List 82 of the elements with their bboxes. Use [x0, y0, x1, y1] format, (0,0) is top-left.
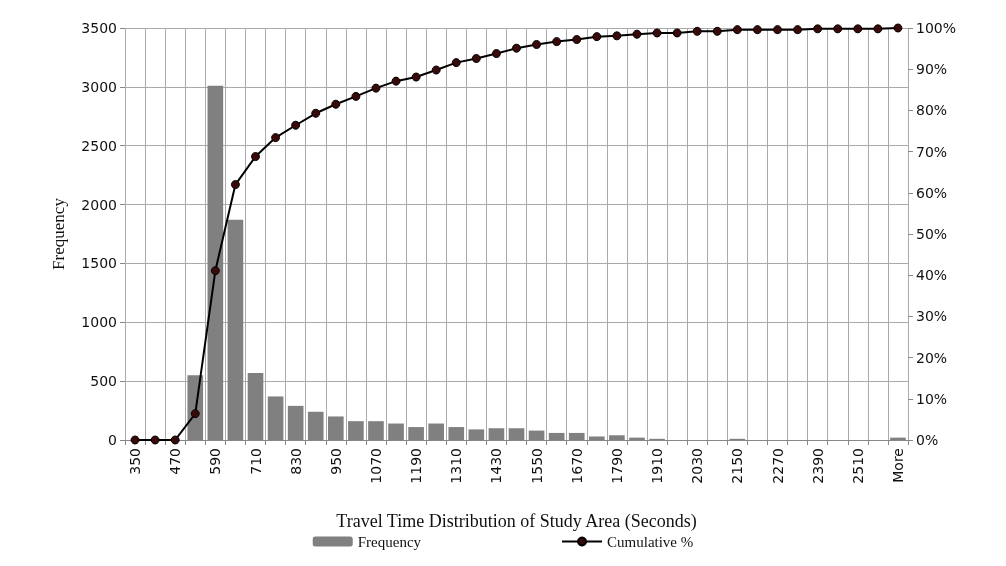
point	[592, 32, 602, 42]
y-tick-label: 0	[108, 432, 117, 448]
point	[793, 25, 803, 35]
point	[491, 49, 501, 59]
x-tick-label: 350	[127, 448, 144, 475]
point	[712, 26, 722, 36]
point	[271, 133, 281, 143]
point	[612, 31, 622, 41]
point	[351, 91, 361, 101]
y-tick-label: 2500	[81, 137, 117, 154]
point	[170, 435, 180, 445]
x-tick-label: 2390	[809, 448, 826, 484]
x-tick-label: 1790	[608, 448, 625, 484]
y2-tick-label: 100%	[916, 20, 957, 36]
point	[150, 435, 160, 445]
point	[371, 83, 381, 93]
point	[532, 39, 542, 49]
x-tick-label: 1070	[367, 448, 384, 484]
point	[732, 25, 742, 35]
y2-tick-label: 50%	[916, 226, 948, 242]
y2-tick-label: 20%	[916, 349, 948, 366]
x-tick-label: More	[889, 448, 906, 483]
point	[391, 76, 401, 86]
x-tick-label: 710	[247, 448, 264, 475]
y2-tick-label: 60%	[916, 184, 948, 201]
point	[471, 53, 481, 63]
y2-tick-label: 0%	[916, 432, 939, 448]
point	[431, 65, 441, 75]
y2-tick-label: 70%	[916, 143, 948, 160]
point	[552, 37, 562, 47]
point	[411, 72, 421, 82]
point	[692, 26, 702, 36]
legend-label: Frequency	[357, 533, 422, 550]
point	[291, 120, 301, 130]
x-tick-label: 1670	[568, 448, 585, 484]
x-tick-label: 1310	[448, 448, 465, 484]
y-axis-title: Frequency	[49, 197, 68, 270]
x-tick-label: 2150	[729, 448, 746, 484]
y-tick-label: 1000	[81, 314, 117, 331]
x-tick-label: 950	[327, 448, 344, 475]
x-tick-label: 2510	[849, 448, 866, 484]
x-tick-label: 590	[207, 448, 224, 475]
point	[873, 24, 883, 34]
y-tick-label: 3000	[81, 78, 117, 95]
point	[311, 108, 321, 118]
y2-tick-label: 40%	[916, 267, 948, 284]
legend-label: Cumulative %	[607, 533, 694, 550]
point	[773, 25, 782, 35]
x-tick-label: 1550	[528, 448, 545, 484]
x-tick-label: 1190	[408, 448, 425, 484]
x-tick-label: 1430	[488, 448, 505, 484]
y-tick-label: 3500	[81, 20, 117, 36]
y-tick-label: 500	[90, 373, 117, 390]
point	[451, 58, 461, 68]
x-tick-label: 470	[167, 448, 184, 475]
point	[853, 24, 863, 34]
point	[251, 152, 260, 162]
x-tick-label: 830	[287, 448, 304, 475]
y2-tick-label: 90%	[916, 61, 948, 78]
point	[210, 266, 220, 276]
point	[652, 28, 662, 38]
x-axis-title: Travel Time Distribution of Study Area (Seconds)	[336, 511, 697, 532]
y2-tick-label: 30%	[916, 308, 948, 325]
y-tick-label: 1500	[81, 255, 117, 272]
x-tick-label: 1910	[649, 448, 666, 484]
point	[572, 35, 582, 45]
point	[672, 28, 682, 38]
y2-tick-label: 80%	[916, 102, 948, 119]
point	[230, 180, 240, 190]
point	[190, 409, 200, 419]
x-tick-label: 2270	[769, 448, 786, 484]
point	[512, 43, 521, 53]
point	[130, 435, 140, 445]
point	[331, 99, 341, 109]
point	[833, 24, 843, 34]
point	[813, 24, 823, 34]
point	[752, 25, 762, 35]
y-tick-label: 2000	[81, 196, 117, 213]
point	[632, 29, 642, 39]
point	[893, 23, 903, 33]
y2-tick-label: 10%	[916, 390, 948, 407]
x-tick-label: 2030	[689, 448, 706, 484]
